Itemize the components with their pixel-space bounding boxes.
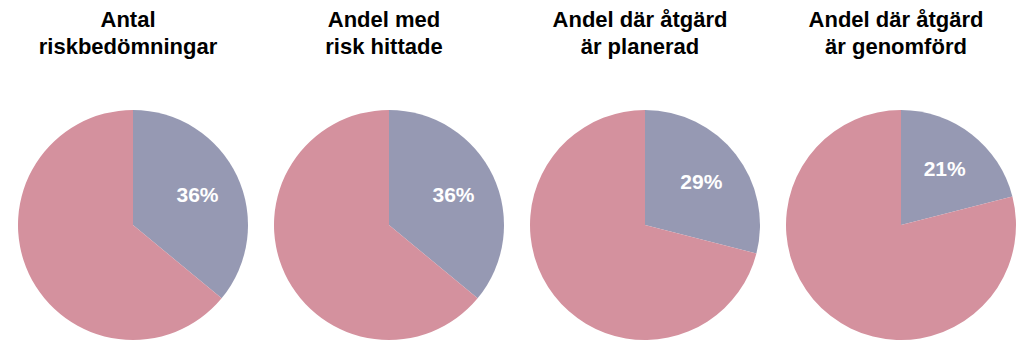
svg-text:36%: 36% — [176, 183, 218, 206]
html-text:Antal riskbedömningar: Antal riskbedömningar — [38, 7, 218, 59]
svg-text:29%: 29% — [680, 170, 722, 193]
svg-text:36%: 36% — [432, 183, 474, 206]
html-text:Andel där åtgärd är genomförd: Andel där åtgärd är genomförd — [808, 7, 984, 59]
html-text:Andel med risk hittade: Andel med risk hittade — [325, 7, 443, 59]
svg-text:21%: 21% — [924, 157, 966, 180]
html-text:Andel där åtgärd är planerad: Andel där åtgärd är planerad — [552, 7, 728, 59]
